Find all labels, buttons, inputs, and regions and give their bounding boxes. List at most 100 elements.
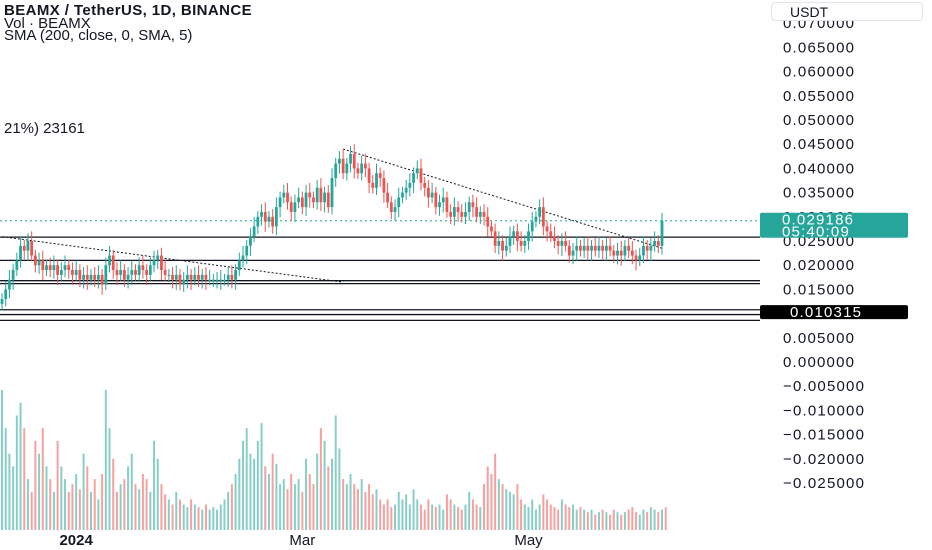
volume-bar xyxy=(579,507,582,530)
candle-body xyxy=(48,265,52,271)
candle-body xyxy=(319,187,323,203)
candle-body xyxy=(156,255,160,261)
candle-body xyxy=(126,274,130,280)
candle-body xyxy=(415,168,419,174)
candle-body xyxy=(452,207,456,217)
candle-body xyxy=(71,270,74,275)
volume-bar xyxy=(316,453,319,530)
trendlines xyxy=(1,148,663,283)
volume-bar xyxy=(149,491,152,530)
volume-bar xyxy=(67,491,70,530)
candle-body xyxy=(375,173,378,188)
symbol-title[interactable]: BEAMX / TetherUS, 1D, BINANCE xyxy=(4,2,253,19)
time-axis[interactable]: 2024 Mar May xyxy=(59,532,543,549)
candle-body xyxy=(619,250,623,256)
volume-bar xyxy=(64,479,67,530)
volume-bar xyxy=(534,509,537,530)
candle-body xyxy=(78,270,82,280)
candle-body xyxy=(260,211,263,217)
volume-bar xyxy=(127,466,130,530)
volume-bar xyxy=(434,507,437,530)
volume-bar xyxy=(542,494,545,530)
candle-body xyxy=(649,245,653,251)
volume-bar xyxy=(138,489,141,530)
candle-body xyxy=(182,279,186,285)
volume-bar xyxy=(193,504,196,530)
volume-bar xyxy=(249,453,252,530)
price-tick-label: 0.000000 xyxy=(783,354,855,371)
candle-body xyxy=(282,192,286,198)
candle-body xyxy=(300,197,304,208)
volume-bar xyxy=(394,504,397,530)
candle-body xyxy=(297,197,301,203)
currency-selector[interactable]: USDT xyxy=(771,2,923,21)
candle-body xyxy=(356,168,360,174)
volume-bar xyxy=(153,440,156,530)
volume-bar xyxy=(531,499,534,530)
volume-bar xyxy=(297,479,300,530)
volume-bar xyxy=(130,453,133,530)
volume-bar xyxy=(594,514,597,530)
volume-bar xyxy=(305,458,308,530)
volume-bar xyxy=(516,484,519,530)
volume-bar xyxy=(638,514,641,530)
candle-body xyxy=(527,231,530,241)
volume-bar xyxy=(419,504,422,530)
volume-bar xyxy=(412,489,415,530)
volume-bar xyxy=(605,512,608,530)
horizontal-levels xyxy=(0,236,760,322)
candle-body xyxy=(223,279,226,281)
volume-bar xyxy=(460,509,463,530)
candle-body xyxy=(252,226,256,237)
candlestick-series xyxy=(0,144,664,310)
candle-body xyxy=(389,202,393,212)
volume-bar xyxy=(553,507,556,530)
volume-bar xyxy=(635,512,638,530)
candle-body xyxy=(89,274,93,280)
candle-body xyxy=(219,279,223,281)
candle-body xyxy=(56,265,60,275)
sma-legend[interactable]: SMA (200, close, 0, SMA, 5) xyxy=(4,27,193,44)
candle-body xyxy=(230,274,234,280)
volume-bar xyxy=(267,474,270,530)
candle-body xyxy=(456,207,460,212)
candle-body xyxy=(460,211,464,217)
candle-body xyxy=(478,211,482,217)
bar-countdown: 05:40:09 xyxy=(782,224,850,241)
volume-bar xyxy=(490,474,493,530)
volume-bar xyxy=(45,466,48,530)
volume-bar xyxy=(401,499,404,530)
volume-legend[interactable]: Vol · BEAMX xyxy=(4,15,91,32)
price-tick-label: −0.025000 xyxy=(783,475,865,492)
candle-body xyxy=(249,236,252,246)
candle-body xyxy=(208,279,212,281)
volume-bar xyxy=(15,415,18,530)
candle-body xyxy=(579,245,582,251)
volume-bar xyxy=(583,509,586,530)
last-price-value: 0.029186 xyxy=(782,212,854,229)
candle-body xyxy=(515,231,519,241)
volume-bar xyxy=(538,504,541,530)
candle-body xyxy=(178,274,182,285)
volume-bar xyxy=(145,479,148,530)
volume-bar xyxy=(653,509,656,530)
volume-bar xyxy=(290,474,293,530)
volume-bar xyxy=(397,491,400,530)
candle-body xyxy=(430,192,434,198)
candle-body xyxy=(137,265,141,275)
candle-body xyxy=(334,163,338,179)
candle-body xyxy=(530,221,534,232)
volume-bar xyxy=(386,499,389,530)
trendline xyxy=(1,236,344,283)
volume-bar xyxy=(416,499,419,530)
level-badge: 0.010315 xyxy=(760,304,908,321)
candle-body xyxy=(19,245,22,261)
price-axis[interactable]: 0.0700000.0650000.0600000.0550000.050000… xyxy=(783,15,865,492)
volume-bar xyxy=(523,504,526,530)
volume-bar xyxy=(549,504,552,530)
volume-bar xyxy=(575,509,578,530)
last-price-badge: 0.029186 05:40:09 xyxy=(760,212,908,241)
volume-bar xyxy=(134,484,137,530)
volume-bar xyxy=(379,499,382,530)
